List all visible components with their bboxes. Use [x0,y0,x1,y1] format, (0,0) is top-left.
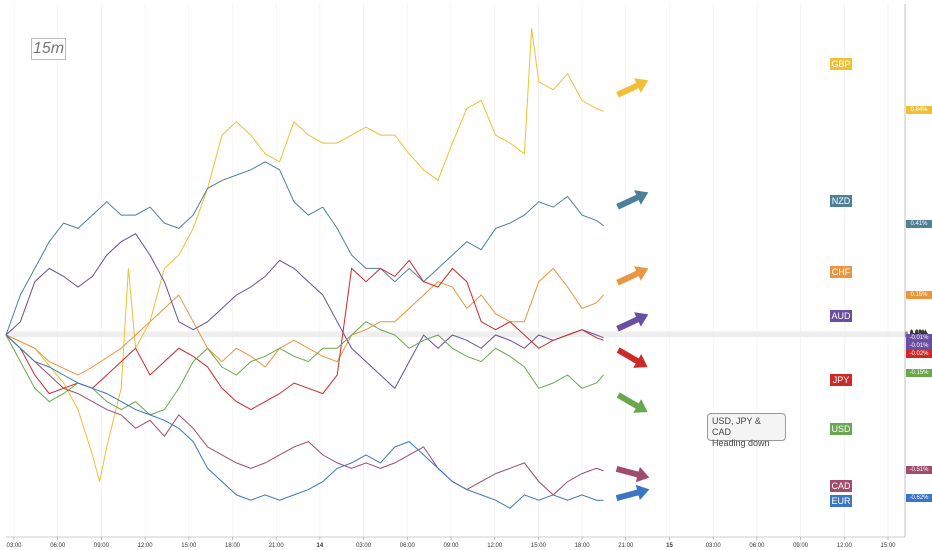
arrow-shape [616,347,648,368]
last-value-badge-chf: 0.15% [906,291,932,299]
currency-label-cad: CAD [830,480,852,492]
arrow-nzd [616,190,649,210]
series-line-gbp [5,28,604,482]
x-tick-label: 18:00 [225,543,241,549]
currency-label-aud: AUD [830,310,852,322]
arrow-aud [616,312,649,332]
x-axis-ticks: 03:00 06:00 09:00 12:00 15:00 18:00 21:00 14 03:… [6,536,905,549]
series-line-nzd [5,161,604,336]
x-tick-label: 09:00 [94,543,110,549]
last-value-badge-nzd: 0.41% [906,220,932,228]
y-axis-ticks: 1.20%1.10%1.00%0.90%0.80%0.70%0.60%0.50%… [904,4,930,537]
x-tick-label: 12:00 [138,543,154,549]
annotation-line-1: USD, JPY & CAD [712,416,761,437]
last-value-badge-aud: -0.01% [906,334,932,342]
last-value-badge-gbp: 0.84% [906,106,932,114]
series-line-aud [5,233,604,390]
currency-label-chf: CHF [830,266,852,278]
arrow-eur [615,484,650,502]
currency-label-gbp: GBP [830,58,852,70]
arrow-jpy [616,347,648,368]
currency-label-eur: EUR [830,495,852,507]
last-value-badge-usd: -0.15% [906,369,932,377]
arrow-shape [616,78,649,98]
y-tick-label: 1.10% [910,330,928,336]
arrow-shape [616,312,649,332]
x-tick-label: 21:00 [269,543,285,549]
x-tick-label: 15:00 [880,543,896,549]
series-line-jpy [5,259,604,411]
x-tick-label: 06:00 [50,543,66,549]
x-tick-label: 14 [317,543,324,549]
x-tick-label: 18:00 [575,543,591,549]
annotation-line-2: Heading down [712,438,770,448]
series-line-cad [5,334,604,496]
arrow-cad [615,465,650,483]
x-tick-label: 09:00 [443,543,459,549]
x-tick-label: 15:00 [531,543,547,549]
x-tick-label: 03:00 [6,543,22,549]
arrow-shape [615,465,650,483]
x-tick-label: 03:00 [356,543,372,549]
arrow-shape [616,190,649,210]
series-lines [5,28,604,509]
x-tick-label: 06:00 [400,543,416,549]
y-tick-label: 0.90% [910,331,928,337]
arrow-usd [616,392,648,413]
direction-arrows [615,78,650,502]
series-line-usd [5,321,604,416]
last-value-badge-jpy: -0.02% [906,350,932,358]
y-tick-label: 1.00% [910,330,928,336]
grid-lines [6,4,905,537]
arrow-shape [616,392,648,413]
arrow-chf [616,266,649,286]
arrow-shape [615,484,650,502]
y-tick-label: 1.20% [910,330,928,336]
series-line-chf [5,267,604,376]
currency-label-jpy: JPY [830,374,852,386]
x-tick-label: 03:00 [706,543,722,549]
x-tick-label: 15:00 [181,543,197,549]
timeframe-label: 15m [31,38,66,60]
last-value-badge-cad: -0.51% [906,466,932,474]
currency-label-usd: USD [830,423,852,435]
annotation-callout: USD, JPY & CAD Heading down [707,413,786,448]
x-tick-label: 06:00 [749,543,765,549]
arrow-shape [616,266,649,286]
currency-label-nzd: NZD [830,195,852,207]
y-tick-label: 0.80% [910,331,928,337]
last-value-badge-aud-2: -0.01% [906,342,932,350]
x-tick-label: 15 [666,543,673,549]
last-value-badge-eur: -0.62% [906,494,932,502]
x-tick-label: 09:00 [793,543,809,549]
x-tick-label: 12:00 [837,543,853,549]
series-line-eur [5,334,604,509]
arrow-gbp [616,78,649,98]
x-tick-label: 21:00 [618,543,634,549]
x-tick-label: 12:00 [487,543,503,549]
